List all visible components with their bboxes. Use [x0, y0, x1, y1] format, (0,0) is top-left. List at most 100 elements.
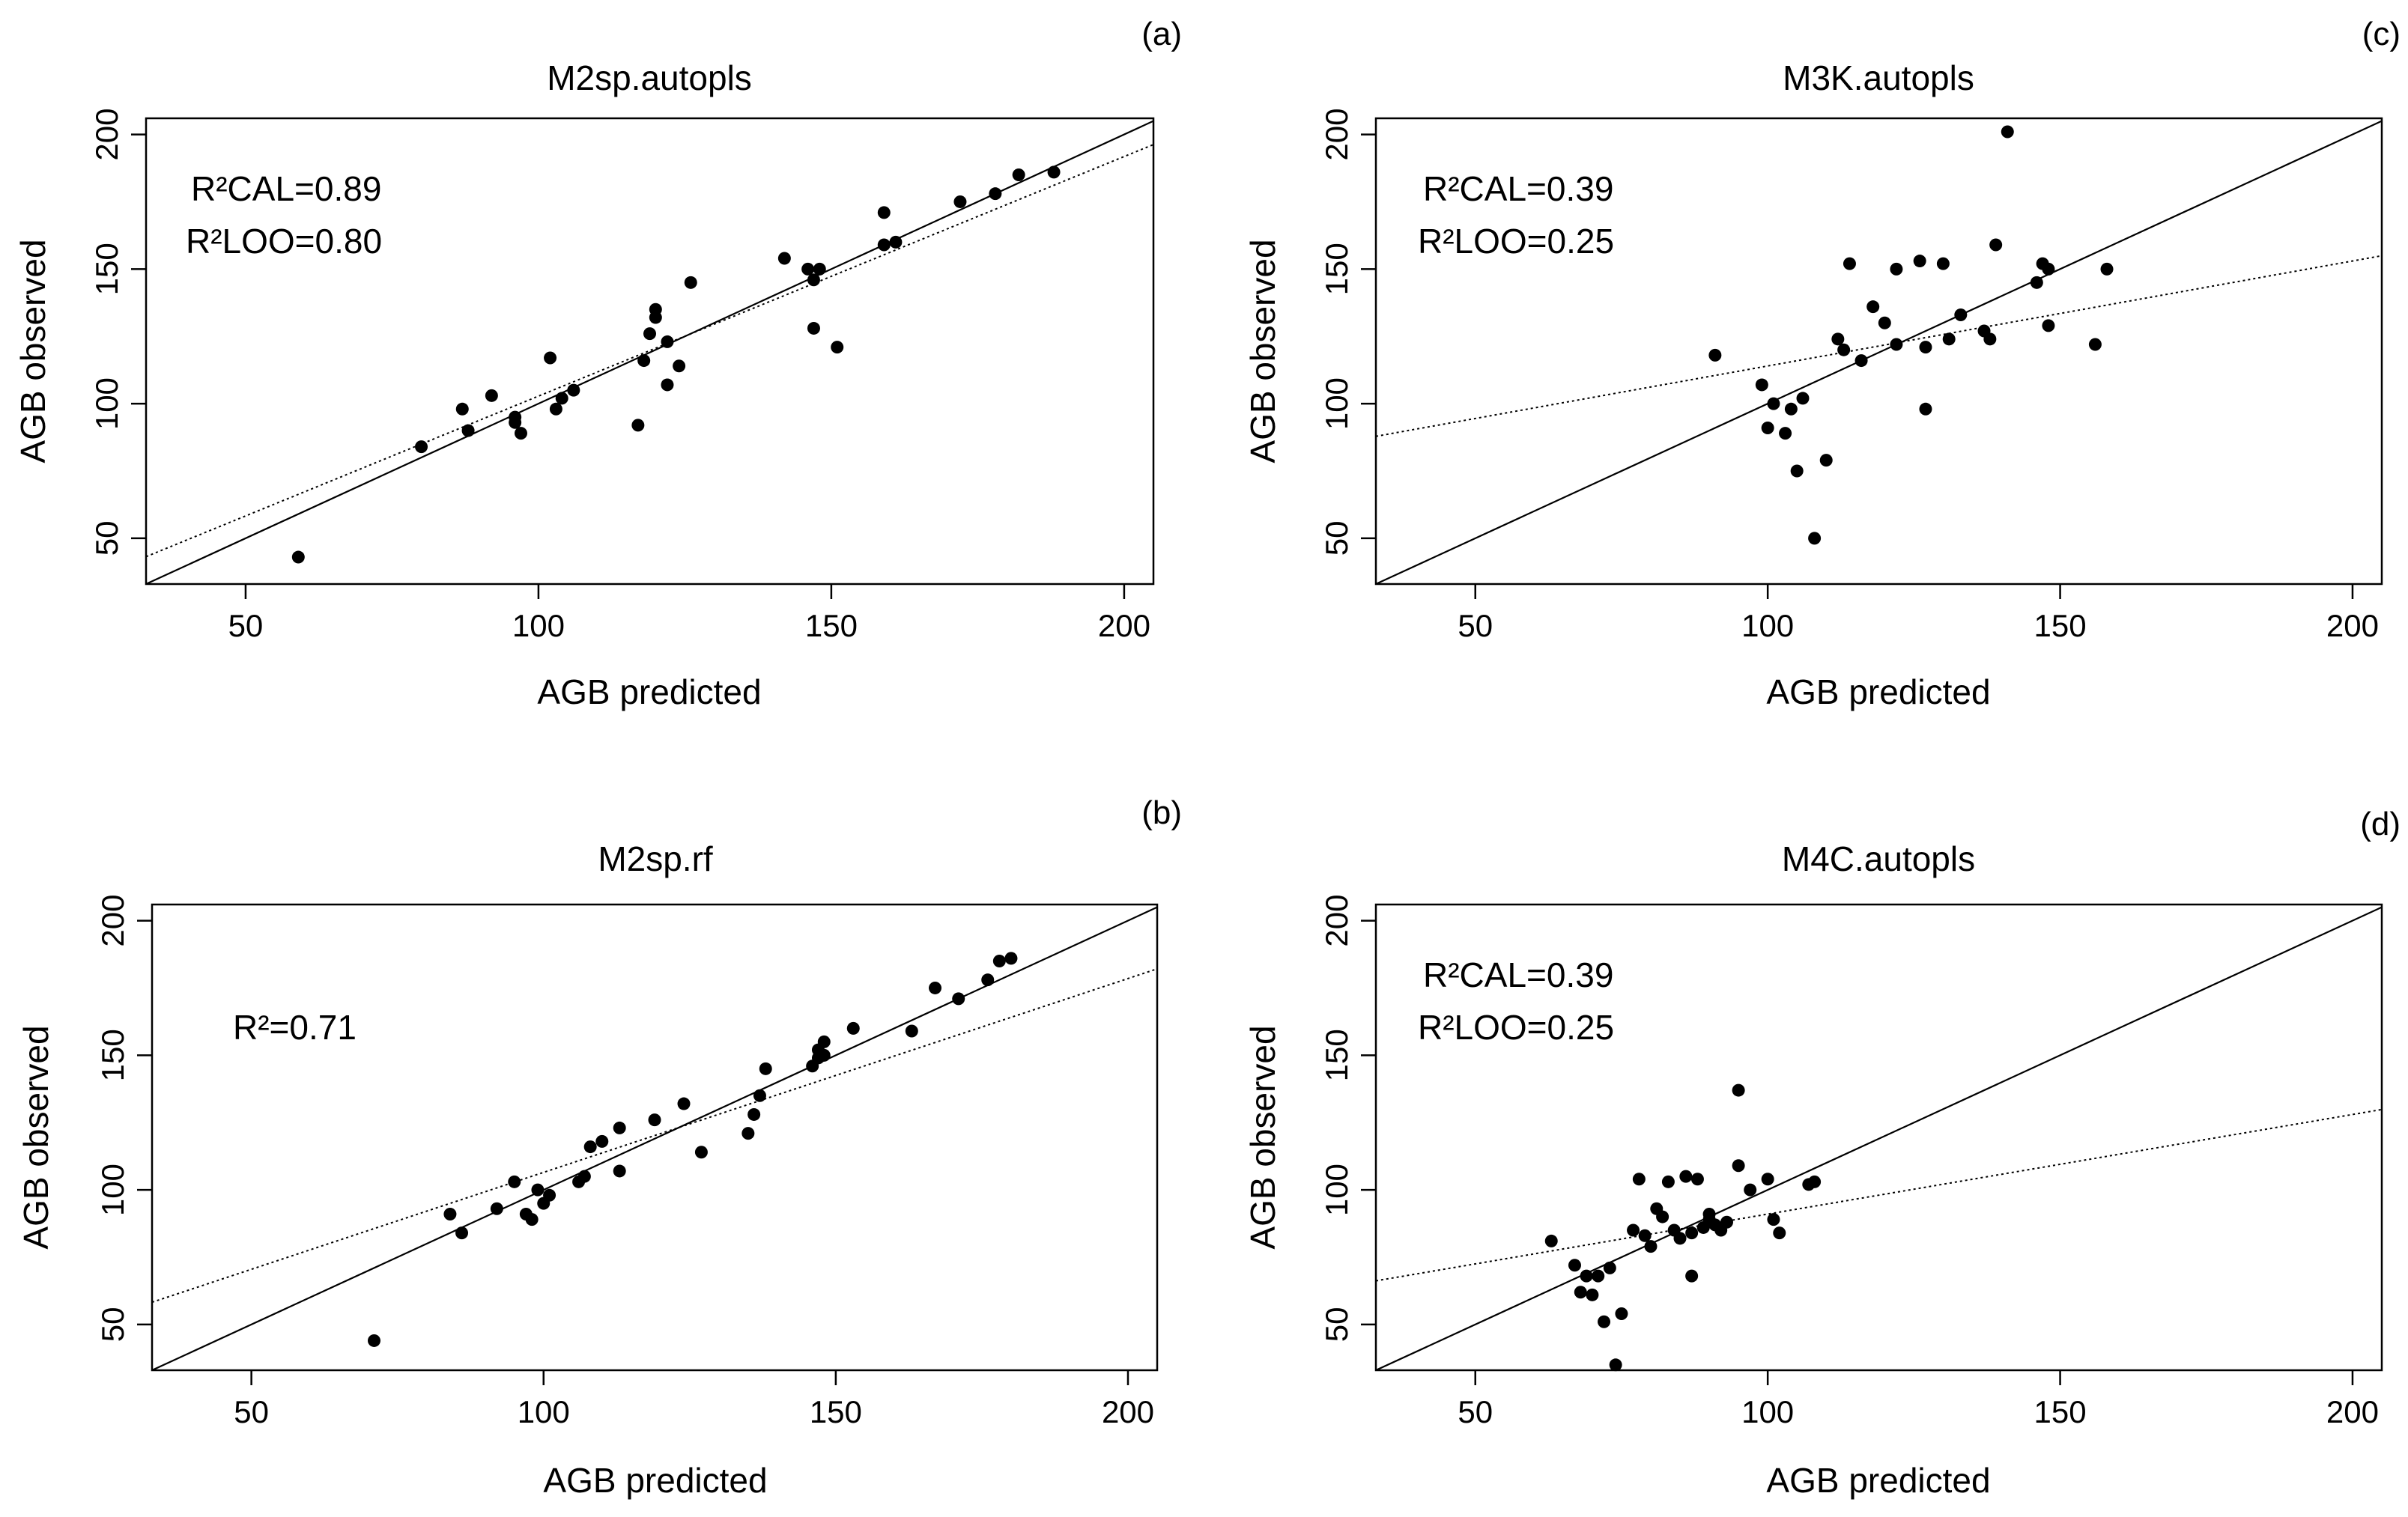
data-point — [992, 955, 1006, 968]
data-point — [817, 1048, 831, 1062]
data-point — [1843, 257, 1856, 270]
plot-frame — [151, 903, 1159, 1372]
y-tick-label: 100 — [89, 377, 124, 430]
data-point — [1627, 1223, 1640, 1237]
plot-frame — [1374, 903, 2383, 1372]
data-point — [577, 1170, 591, 1183]
data-point — [1732, 1159, 1745, 1173]
data-point — [415, 440, 428, 454]
x-tick-label: 150 — [810, 1394, 862, 1429]
data-point — [613, 1164, 626, 1178]
y-tick-label: 50 — [95, 1307, 130, 1343]
y-tick-label: 200 — [89, 109, 124, 161]
data-point — [1708, 348, 1722, 362]
y-tick-label: 150 — [1319, 243, 1354, 295]
y-tick-label: 50 — [1319, 1307, 1354, 1343]
data-point — [1047, 165, 1061, 179]
y-tick-label: 50 — [89, 521, 124, 556]
data-point — [1936, 257, 1950, 270]
data-point — [543, 1188, 556, 1202]
regression-line — [152, 967, 1157, 1304]
data-point — [694, 1146, 708, 1159]
data-point — [1544, 1234, 1558, 1247]
data-point — [1656, 1210, 1669, 1223]
data-point — [677, 1097, 691, 1110]
data-point — [1808, 532, 1822, 545]
data-point — [1767, 1213, 1780, 1226]
data-point — [1767, 397, 1780, 410]
panel-label: (b) — [1141, 794, 1182, 831]
panel-label: (c) — [2362, 16, 2401, 52]
data-point — [1878, 316, 1891, 329]
data-point — [1854, 354, 1868, 368]
y-tick-label: 150 — [95, 1029, 130, 1081]
data-point — [1744, 1183, 1757, 1197]
data-point — [555, 392, 568, 405]
data-point — [759, 1062, 772, 1075]
data-point — [1983, 332, 1997, 346]
data-point — [1761, 1173, 1774, 1186]
panel-label: (d) — [2360, 806, 2401, 842]
data-point — [2042, 262, 2055, 276]
data-point — [846, 1021, 860, 1035]
data-point — [1603, 1261, 1616, 1274]
x-tick-label: 200 — [2326, 608, 2379, 643]
annotation-1: R²CAL=0.39 — [1423, 955, 1613, 994]
data-point — [807, 273, 820, 287]
data-point — [1004, 952, 1018, 965]
y-tick-label: 200 — [1319, 895, 1354, 947]
panel-c: (c) M3K.autopls AGB predicted AGB observ… — [1243, 16, 2401, 711]
data-point — [1638, 1229, 1652, 1242]
data-point — [485, 389, 498, 402]
data-point — [1773, 1226, 1786, 1240]
data-point — [2042, 319, 2055, 332]
annotation-2: R²LOO=0.25 — [1418, 1008, 1614, 1047]
data-point — [637, 354, 651, 368]
y-tick-label: 100 — [1319, 1164, 1354, 1216]
data-point — [807, 321, 820, 335]
x-tick-label: 150 — [2034, 1394, 2087, 1429]
identity-line — [146, 120, 1153, 584]
identity-line — [1376, 906, 2382, 1370]
data-point — [661, 335, 674, 348]
data-point — [595, 1134, 609, 1148]
x-tick-label: 50 — [1458, 608, 1493, 643]
data-point — [1644, 1240, 1658, 1253]
regression-line — [1376, 255, 2382, 437]
panel-d: (d) M4C.autopls AGB predicted AGB observ… — [1243, 806, 2401, 1500]
annotation-2: R²LOO=0.25 — [1418, 222, 1614, 261]
data-point — [1761, 421, 1774, 434]
x-axis-label: AGB predicted — [1766, 672, 1990, 711]
data-point — [1732, 1083, 1745, 1097]
data-point — [1831, 332, 1845, 346]
data-point — [1661, 1175, 1675, 1188]
data-point — [1720, 1215, 1733, 1229]
y-tick-label: 50 — [1319, 521, 1354, 556]
data-point — [508, 1175, 521, 1188]
data-point — [509, 416, 522, 429]
data-point — [1942, 332, 1956, 346]
y-axis-label: AGB observed — [13, 239, 52, 463]
data-point — [583, 1140, 597, 1154]
data-point — [877, 206, 891, 219]
x-axis-label: AGB predicted — [543, 1461, 767, 1500]
data-point — [643, 327, 656, 341]
data-point — [1755, 378, 1768, 392]
data-point — [1784, 402, 1798, 416]
regression-line — [1376, 1108, 2382, 1282]
y-axis-label: AGB observed — [1243, 239, 1282, 463]
data-point — [455, 1226, 469, 1240]
data-point — [1615, 1307, 1628, 1320]
data-point — [1919, 341, 1932, 354]
data-point — [1679, 1170, 1693, 1183]
data-point — [544, 351, 557, 365]
annotation-1: R²=0.71 — [233, 1008, 357, 1047]
y-tick-label: 150 — [89, 243, 124, 295]
plot-frame — [145, 117, 1155, 586]
y-tick-label: 200 — [95, 895, 130, 947]
data-point — [455, 402, 469, 416]
data-point — [813, 262, 826, 276]
data-point — [1989, 238, 2003, 252]
y-tick-label: 150 — [1319, 1029, 1354, 1081]
data-point — [1890, 338, 1903, 351]
